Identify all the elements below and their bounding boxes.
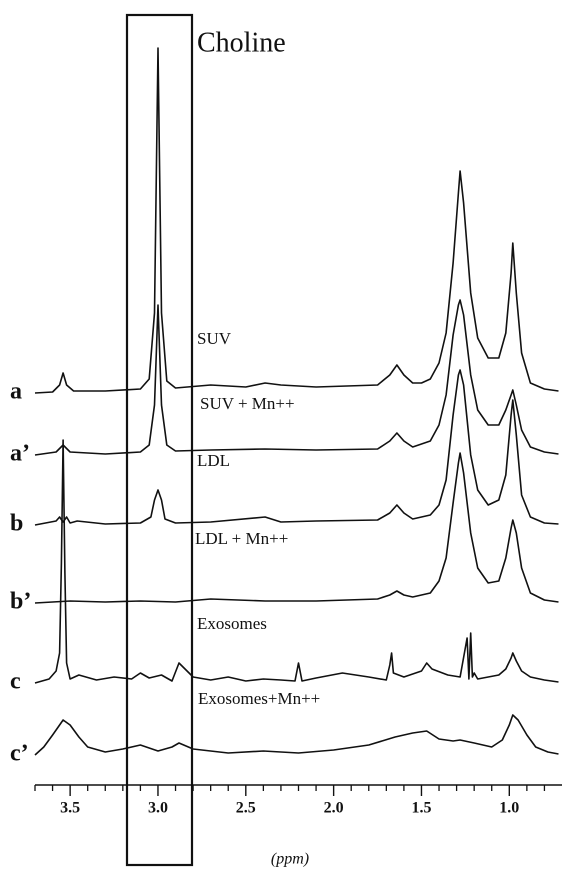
series-letter: b’ (10, 589, 31, 615)
spectrum (34, 439, 559, 684)
series-name: LDL + Mn++ (195, 529, 288, 548)
spectrum (34, 47, 559, 394)
x-tick-label: 3.5 (60, 800, 80, 817)
spectrum (34, 299, 559, 456)
x-tick-label: 2.0 (324, 800, 344, 817)
spectrum (34, 369, 559, 526)
series-name: SUV + Mn++ (200, 394, 295, 413)
x-tick-label: 3.0 (148, 800, 168, 817)
series-name: Exosomes (197, 614, 267, 633)
series-name: LDL (197, 451, 230, 470)
series-name: SUV (197, 329, 232, 348)
spectrum (34, 714, 559, 756)
series-name: Exosomes+Mn++ (198, 689, 320, 708)
series-letter: b (10, 511, 23, 537)
series-letter: c’ (10, 741, 29, 767)
choline-box (125, 13, 194, 867)
series-letter: c (10, 669, 21, 695)
spectrum (34, 452, 559, 604)
x-tick-label: 1.0 (499, 800, 519, 817)
series-letter: a’ (10, 441, 30, 467)
x-tick-label: 2.5 (236, 800, 256, 817)
x-tick-label: 1.5 (411, 800, 431, 817)
x-axis-label: (ppm) (271, 851, 309, 868)
series-letter: a (10, 379, 22, 405)
chart-title: Choline (197, 27, 286, 58)
